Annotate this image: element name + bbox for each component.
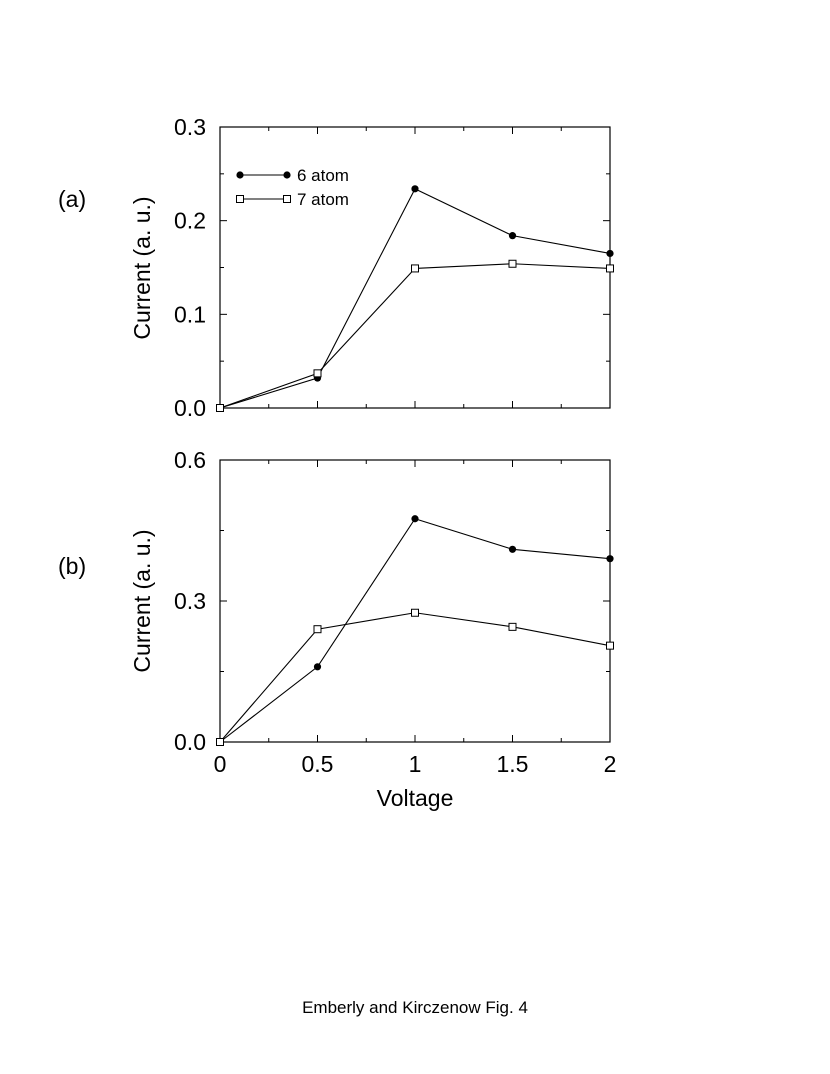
- x-tick-label: 0: [214, 751, 227, 777]
- plot-frame-b: [219, 459, 611, 743]
- series-line-6-atom: [219, 518, 611, 743]
- series-line-7-atom: [219, 612, 611, 743]
- series-line-6-atom: [219, 188, 611, 409]
- x-tick-label: 0.5: [302, 751, 334, 777]
- data-point-6-atom: [313, 663, 322, 671]
- data-point-6-atom: [508, 545, 517, 553]
- y-tick-label: 0.3: [174, 114, 206, 140]
- data-point-6-atom: [606, 555, 614, 563]
- y-tick-label: 0.1: [174, 301, 206, 327]
- figure-caption: Emberly and Kirczenow Fig. 4: [302, 998, 528, 1017]
- y-axis-label: Current (a. u.): [129, 529, 155, 672]
- legend-entry: 7 atom: [297, 190, 349, 209]
- panel-label: (a): [58, 186, 86, 212]
- y-tick-label: 0.3: [174, 588, 206, 614]
- data-point-7-atom: [411, 608, 419, 617]
- y-tick-label: 0.2: [174, 208, 206, 234]
- data-point-7-atom: [508, 259, 517, 268]
- y-tick-label: 0.6: [174, 447, 206, 473]
- series-line-7-atom: [219, 263, 611, 409]
- panel-label: (b): [58, 553, 86, 579]
- legend-marker-6-atom: [236, 171, 244, 179]
- data-point-6-atom: [411, 515, 419, 523]
- data-point-7-atom: [508, 622, 517, 631]
- y-axis-label: Current (a. u.): [129, 196, 155, 339]
- data-point-7-atom: [606, 264, 614, 273]
- legend-marker-7-atom: [236, 195, 244, 203]
- legend-marker-6-atom: [283, 171, 291, 179]
- y-tick-label: 0.0: [174, 395, 206, 421]
- legend-entry: 6 atom: [297, 166, 349, 185]
- x-tick-label: 1.5: [497, 751, 529, 777]
- x-tick-label: 2: [604, 751, 617, 777]
- data-point-7-atom: [606, 641, 614, 650]
- legend-marker-7-atom: [283, 195, 291, 203]
- data-point-6-atom: [508, 232, 517, 240]
- data-point-6-atom: [606, 249, 614, 258]
- data-point-7-atom: [313, 625, 322, 634]
- data-point-6-atom: [411, 185, 419, 193]
- x-tick-label: 1: [409, 751, 422, 777]
- y-tick-label: 0.0: [174, 729, 206, 755]
- data-point-7-atom: [216, 404, 224, 412]
- data-point-7-atom: [216, 738, 224, 746]
- data-point-7-atom: [411, 264, 419, 273]
- x-axis-label: Voltage: [377, 785, 454, 811]
- data-point-7-atom: [313, 369, 322, 378]
